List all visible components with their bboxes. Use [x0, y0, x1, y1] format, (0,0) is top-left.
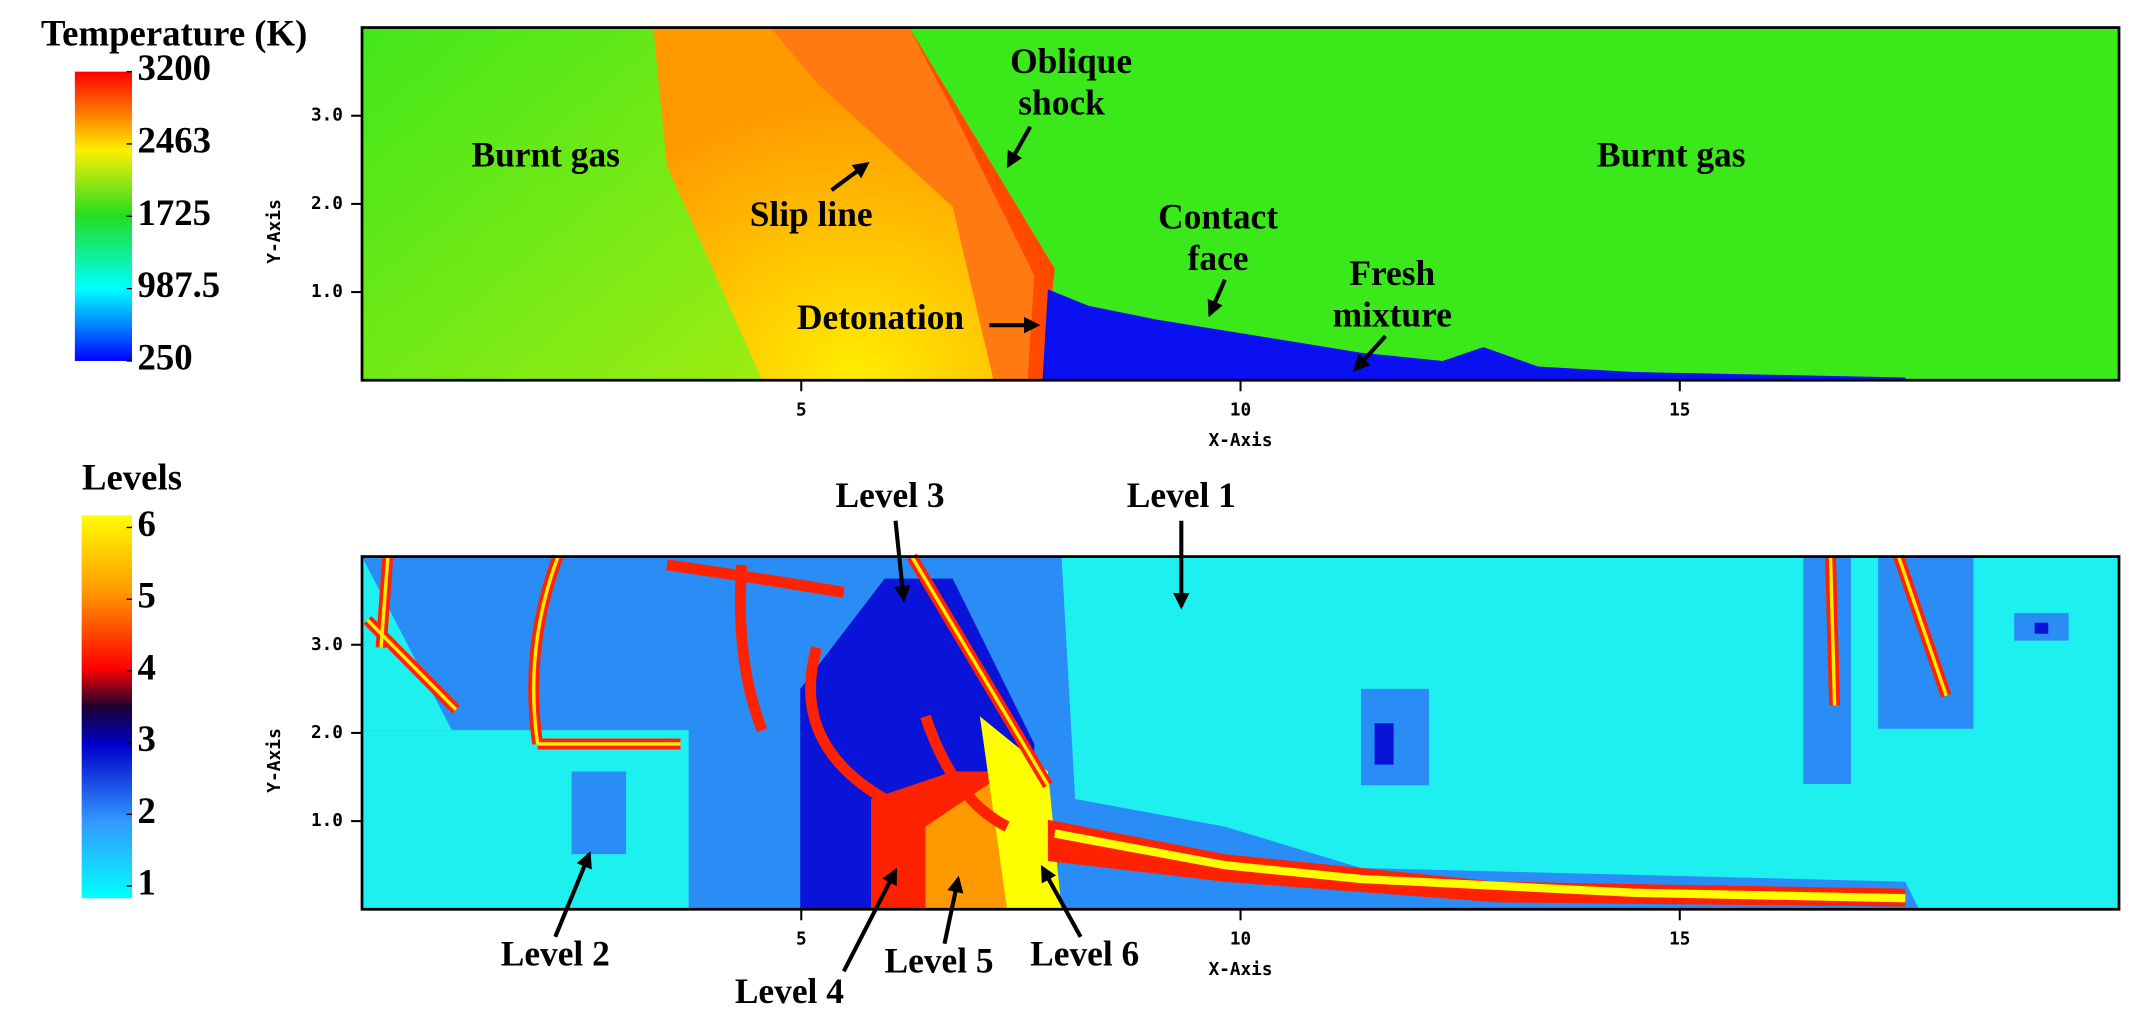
colorbar-tick-label: 2463 — [137, 119, 210, 160]
colorbar-tick-label: 2 — [137, 790, 155, 831]
colorbar-tick-label: 6 — [137, 503, 155, 544]
x-tick-label: 15 — [1669, 929, 1690, 950]
annotation: face — [1188, 238, 1249, 278]
annotation: Level 4 — [735, 971, 844, 1011]
x-tick-label: 15 — [1669, 399, 1690, 420]
colorbar-tick-label: 3 — [137, 718, 155, 759]
y-tick-label: 1.0 — [311, 281, 343, 302]
colorbar-tick-label: 4 — [137, 646, 155, 687]
arrows — [553, 520, 1190, 973]
annotation: mixture — [1333, 294, 1452, 334]
annotation: Fresh — [1349, 253, 1435, 293]
annotation: Burnt gas — [1597, 134, 1745, 174]
colorbar-tick-label: 250 — [137, 336, 192, 377]
annotation: shock — [1018, 82, 1105, 122]
annotation: Level 3 — [836, 475, 945, 515]
temperature-field — [362, 27, 2120, 381]
annotation: Slip line — [750, 194, 873, 234]
x-tick-label: 10 — [1230, 399, 1251, 420]
colorbar-title: Temperature (K) — [41, 13, 307, 55]
annotation: Level 1 — [1127, 475, 1236, 515]
annotation: Burnt gas — [472, 134, 620, 174]
y-tick-label: 3.0 — [311, 105, 343, 126]
annotation: Oblique — [1010, 41, 1132, 81]
colorbar-tick-label: 3200 — [137, 47, 210, 88]
colorbar — [74, 71, 133, 361]
levels-field — [362, 553, 2120, 910]
y-tick-label: 1.0 — [311, 810, 343, 831]
x-axis-label: X-Axis — [1209, 959, 1273, 980]
colorbar-tick-label: 1 — [137, 861, 155, 902]
colorbar-tick-label: 5 — [137, 575, 155, 616]
colorbar-tick-label: 987.5 — [137, 264, 220, 305]
x-tick-label: 5 — [796, 399, 807, 420]
annotation: Contact — [1158, 196, 1278, 236]
y-axis-label: Y-Axis — [264, 728, 285, 793]
colorbar-title: Levels — [82, 456, 182, 497]
arrows — [830, 125, 1387, 372]
x-axis-label: X-Axis — [1209, 430, 1273, 451]
colorbar — [81, 515, 133, 899]
annotation: Level 5 — [885, 940, 994, 980]
x-tick-label: 5 — [796, 929, 807, 950]
y-tick-label: 2.0 — [311, 722, 343, 743]
y-axis-label: Y-Axis — [264, 199, 285, 264]
annotation: Detonation — [797, 297, 964, 337]
annotation: Level 2 — [501, 934, 610, 974]
annotation: Level 6 — [1030, 934, 1139, 974]
y-tick-label: 3.0 — [311, 634, 343, 655]
y-tick-label: 2.0 — [311, 193, 343, 214]
x-tick-label: 10 — [1230, 929, 1251, 950]
colorbar-tick-label: 1725 — [137, 192, 210, 233]
